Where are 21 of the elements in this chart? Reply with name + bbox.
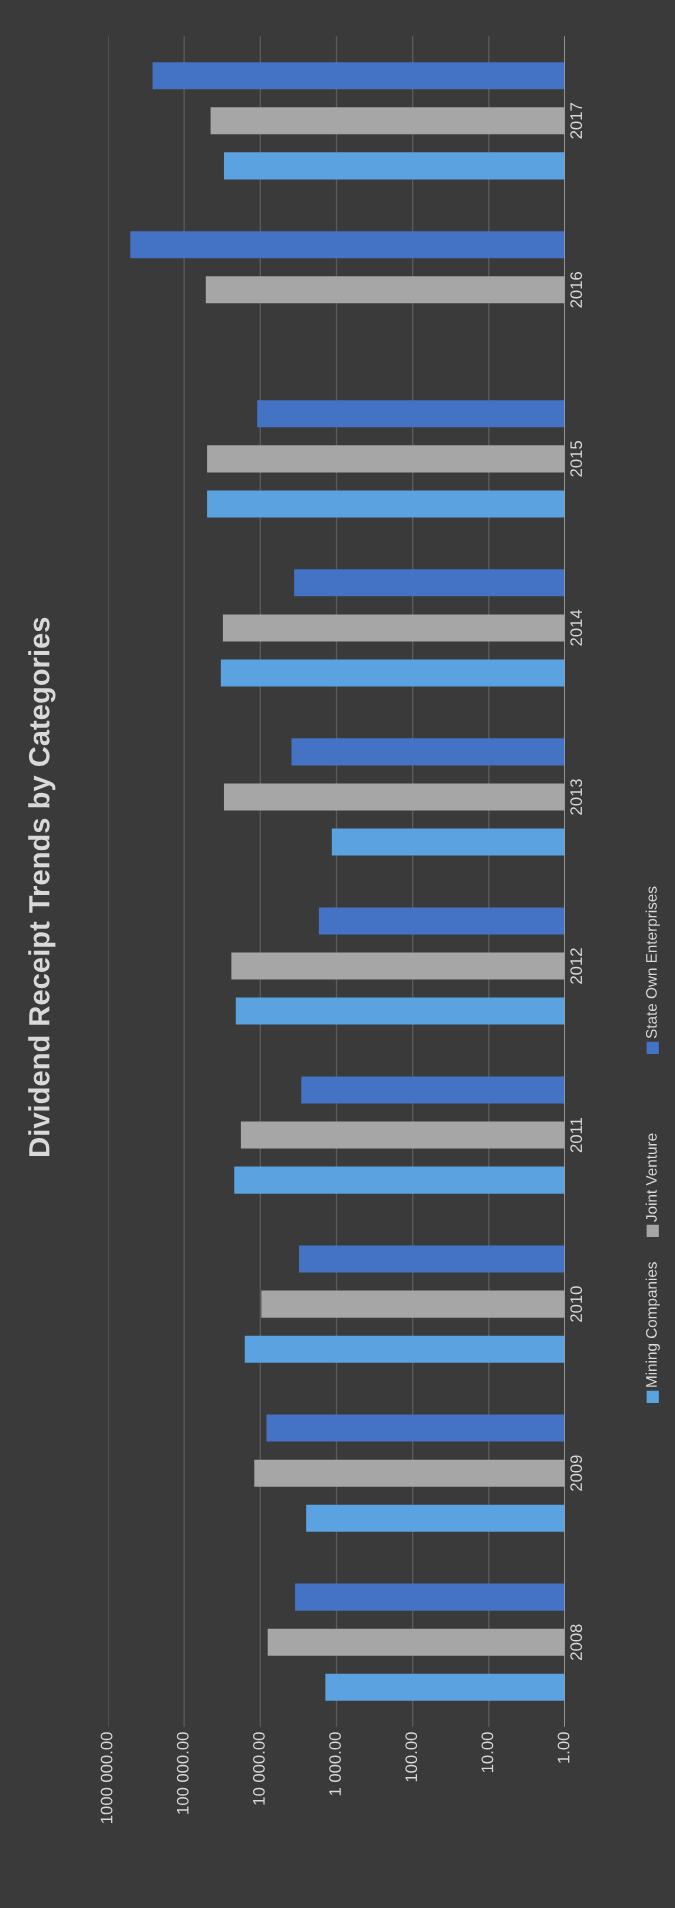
y-tick-label: 2010 <box>570 1286 583 1322</box>
text: Joint Venture <box>645 1133 657 1222</box>
x-tick-label: 100 000.00 <box>176 1732 189 1814</box>
x-tick-label: 10.00 <box>481 1732 494 1773</box>
y-tick-label: 2013 <box>570 779 583 815</box>
x-tick-label: 1 000.00 <box>329 1732 341 1796</box>
y-tick-label: 2009 <box>570 1455 583 1491</box>
y-tick-label: 2011 <box>570 1117 583 1153</box>
x-tick-label: 1.00 <box>557 1732 570 1763</box>
text: Mining Companies <box>645 1262 660 1387</box>
y-tick-label: 2017 <box>570 103 583 139</box>
x-tick-label: 10 000.00 <box>253 1732 265 1805</box>
y-tick-label: 2014 <box>570 609 583 646</box>
y-tick-label: 2008 <box>570 1624 583 1660</box>
y-tick-label: 2012 <box>570 948 583 984</box>
x-tick-label: 1000 000.00 <box>100 1732 113 1823</box>
text: State Own Enterprises <box>645 886 660 1039</box>
x-tick-label: 100.00 <box>405 1732 418 1782</box>
text: Dividend Receipt Trends by Categories <box>28 617 56 1156</box>
y-tick-label: 2015 <box>570 441 583 477</box>
y-tick-label: 2016 <box>570 272 583 308</box>
